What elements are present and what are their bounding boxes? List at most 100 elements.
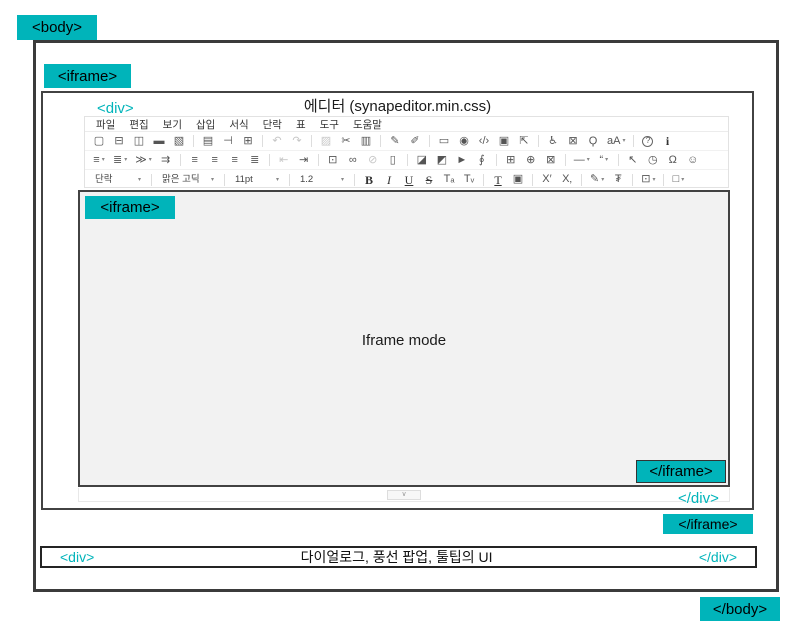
info-icon[interactable]: i: [665, 134, 670, 148]
search-icon[interactable]: Ϙ: [588, 134, 598, 147]
menu-view[interactable]: 보기: [162, 118, 182, 131]
editor-expand-strip: ∨: [78, 488, 730, 502]
fullscreen-icon[interactable]: ⇱: [519, 134, 529, 147]
link-icon[interactable]: ∞: [348, 153, 357, 166]
caption-icon[interactable]: ▭: [438, 134, 450, 147]
menu-paragraph[interactable]: 단락: [262, 118, 282, 131]
menu-table[interactable]: 표: [295, 118, 306, 131]
expand-editor-button[interactable]: ∨: [387, 489, 421, 500]
line-style-icon[interactable]: ⊡: [328, 153, 338, 166]
find-document-icon[interactable]: ▣: [498, 134, 510, 147]
attach-file-icon[interactable]: ∮: [478, 153, 485, 166]
track-changes-icon[interactable]: ✎: [390, 134, 400, 147]
subscript-icon[interactable]: X‚: [562, 173, 572, 185]
save-icon[interactable]: ◫: [133, 134, 145, 147]
toolbar-separator: [632, 173, 634, 186]
export-document-icon[interactable]: ▧: [173, 134, 185, 147]
iframe-open-tag: <iframe>: [44, 64, 131, 88]
italic-icon[interactable]: I: [387, 172, 391, 187]
insert-object-icon[interactable]: ⊕: [526, 153, 536, 166]
indent-icon[interactable]: ⇥: [299, 153, 309, 166]
align-center-icon[interactable]: ≡: [211, 153, 218, 166]
bookmark-icon[interactable]: ▯: [389, 153, 396, 166]
emoticon-icon[interactable]: ☺: [687, 153, 699, 166]
screen-view-icon[interactable]: □ ▾: [672, 173, 685, 185]
timer-icon[interactable]: ◷: [647, 153, 658, 166]
help-icon[interactable]: ?: [642, 135, 654, 147]
justify-icon[interactable]: ≣: [250, 153, 260, 166]
toolbar-separator: [151, 173, 152, 186]
font-size-select[interactable]: 11pt ▾: [235, 173, 279, 185]
new-document-icon[interactable]: ▢: [93, 134, 105, 147]
lock-icon[interactable]: ⊠: [568, 134, 578, 147]
menu-tools[interactable]: 도구: [319, 118, 339, 131]
strikethrough-icon[interactable]: S: [425, 172, 433, 187]
menu-file[interactable]: 파일: [96, 118, 116, 131]
unordered-list-icon[interactable]: ≡ ▾: [93, 153, 105, 166]
menu-format[interactable]: 서식: [229, 118, 249, 131]
toolbar-separator: [354, 173, 355, 186]
outdent-icon[interactable]: ⇤: [279, 153, 289, 166]
body-open-tag: <body>: [17, 15, 97, 40]
toolbar-separator: [289, 173, 290, 186]
superscript-icon[interactable]: X′: [542, 173, 552, 185]
redo-icon[interactable]: ↷: [292, 134, 302, 147]
cut-icon[interactable]: ✂: [341, 134, 351, 147]
toolbar-separator: [633, 135, 635, 147]
paragraph-indent-icon[interactable]: ⇉: [161, 153, 171, 166]
dropdown-caret-icon: ▾: [586, 157, 590, 163]
horizontal-line-icon[interactable]: — ▾: [573, 153, 590, 166]
dropdown-caret-icon: ▾: [340, 176, 344, 183]
highlight-color-icon[interactable]: ▣: [512, 173, 524, 185]
menu-help[interactable]: 도움말: [352, 118, 382, 131]
bold-icon[interactable]: B: [364, 172, 373, 187]
format-clear-icon[interactable]: ₮: [614, 173, 622, 185]
format-painter-icon[interactable]: ✎ ▾: [590, 173, 605, 185]
font-family-select[interactable]: 맑은 고딕 ▾: [162, 173, 214, 185]
undo-icon[interactable]: ↶: [272, 134, 282, 147]
ordered-list-icon[interactable]: ≣ ▾: [113, 153, 128, 166]
dropdown-caret-icon: ▾: [101, 157, 105, 163]
cell-style-icon[interactable]: ⊡ ▾: [641, 173, 656, 185]
div-open-tag: <div>: [97, 100, 134, 117]
print-icon[interactable]: ▤: [202, 134, 214, 147]
table-icon[interactable]: ⊞: [506, 153, 516, 166]
underline-icon[interactable]: U: [404, 172, 414, 187]
align-right-icon[interactable]: ≡: [231, 153, 238, 166]
subscript-style-icon[interactable]: Tₐ: [443, 173, 455, 185]
menu-insert[interactable]: 삽입: [195, 118, 216, 131]
paragraph-style-select[interactable]: 단락 ▾: [95, 173, 141, 185]
copy-icon[interactable]: ▥: [360, 134, 372, 147]
select-all-icon[interactable]: ↖: [628, 153, 638, 166]
open-document-icon[interactable]: ⊟: [114, 134, 124, 147]
toolbar-separator: [406, 154, 408, 166]
inner-iframe-close-tag: </iframe>: [636, 460, 726, 483]
menu-edit[interactable]: 편집: [129, 118, 149, 131]
blockquote-icon[interactable]: “▾: [599, 153, 609, 166]
multilevel-list-icon[interactable]: ≫ ▾: [135, 153, 152, 166]
font-scale-icon[interactable]: aA ▾: [607, 134, 626, 147]
accessibility-icon[interactable]: ♿: [548, 134, 558, 147]
line-height-select[interactable]: 1.2 ▾: [300, 173, 344, 185]
code-view-icon[interactable]: ‹/›: [478, 134, 490, 147]
editing-iframe-box[interactable]: <iframe> Iframe mode </iframe>: [78, 190, 730, 487]
toolbar-separator: [268, 154, 270, 166]
print-layout-icon[interactable]: ⊞: [243, 134, 253, 147]
image-icon[interactable]: ◪: [416, 153, 427, 166]
paste-icon[interactable]: ▨: [320, 134, 332, 147]
align-left-icon[interactable]: ≡: [191, 153, 198, 166]
text-color-icon[interactable]: T: [494, 172, 502, 187]
spell-check-icon[interactable]: ✐: [410, 134, 420, 147]
preview-eye-icon[interactable]: ◉: [459, 134, 469, 147]
preview-area-icon[interactable]: ▬: [153, 134, 165, 147]
smallcaps-style-icon[interactable]: Tᵥ: [463, 173, 475, 185]
dropdown-caret-icon: ▾: [601, 176, 605, 183]
video-icon[interactable]: ►: [456, 153, 468, 166]
page-break-icon[interactable]: ⊣: [223, 134, 233, 147]
toolbar-separator: [262, 135, 263, 147]
photo-edit-icon[interactable]: ◩: [436, 153, 447, 166]
unlink-icon[interactable]: ⊘: [368, 153, 378, 166]
snapshot-icon[interactable]: ⊠: [546, 153, 556, 166]
special-char-icon[interactable]: Ω: [668, 153, 677, 166]
toolbar-separator: [495, 154, 497, 166]
